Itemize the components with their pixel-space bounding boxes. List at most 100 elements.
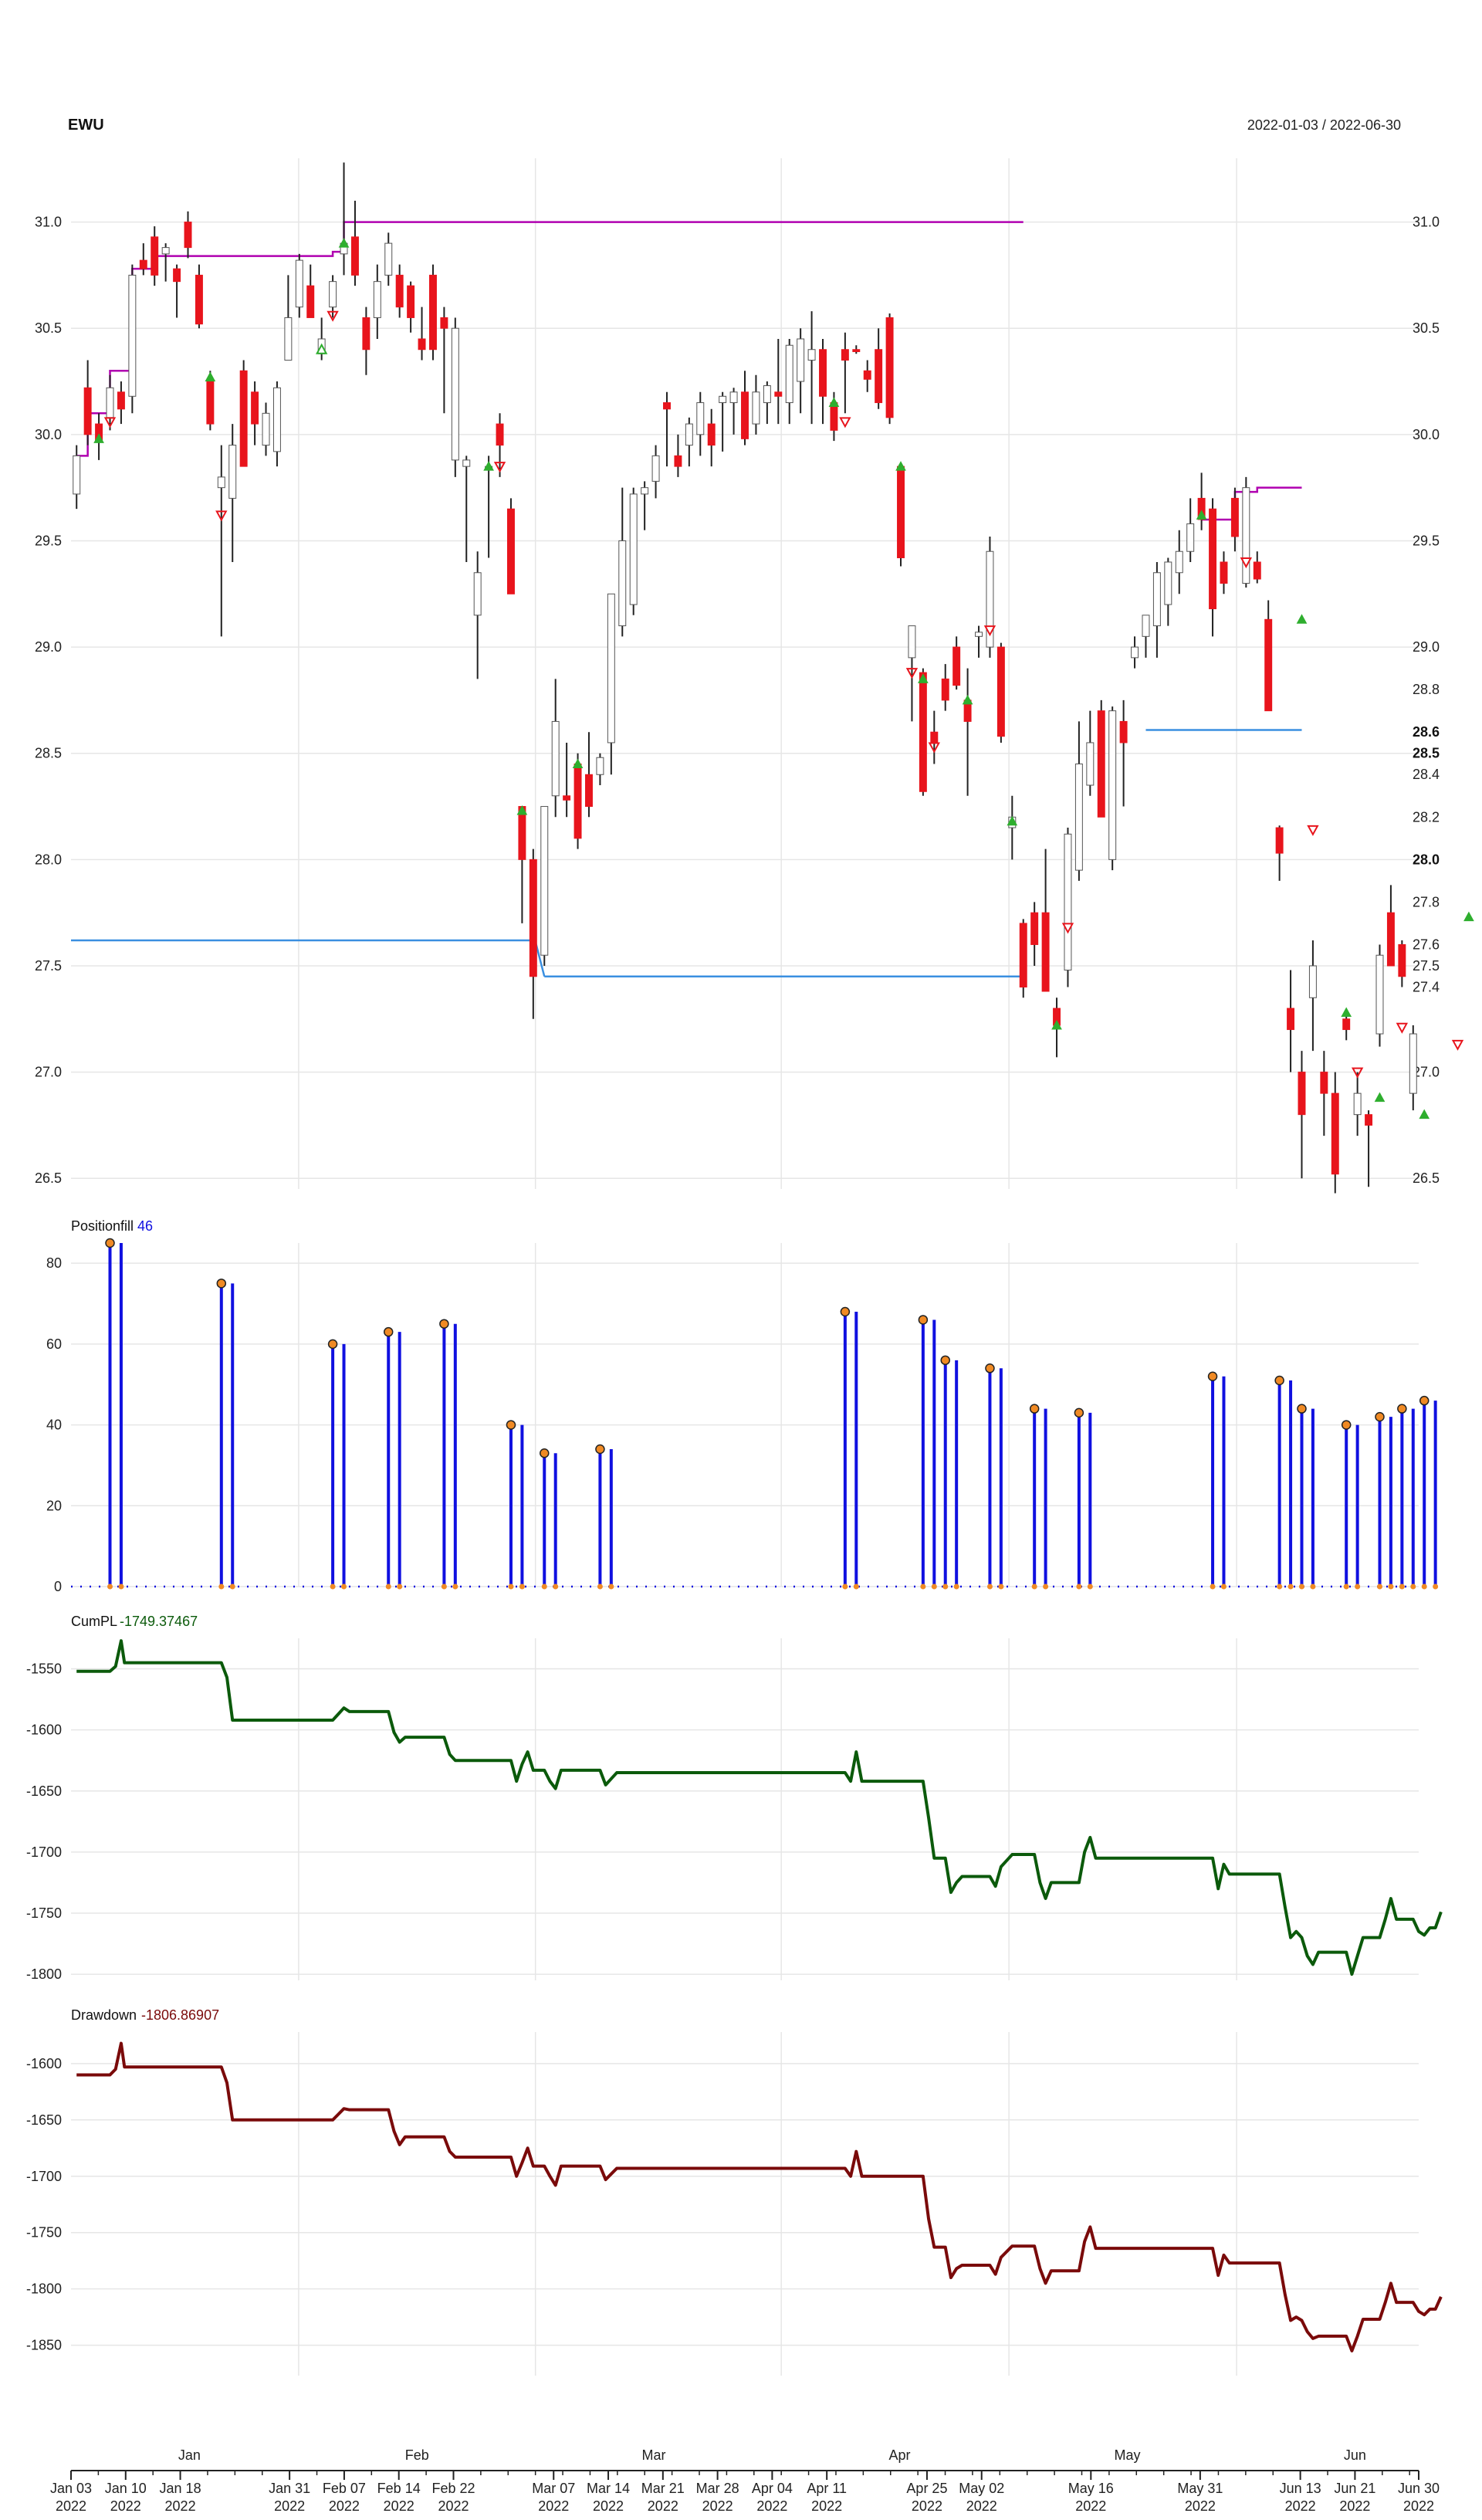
x-tick-label: Feb 22 — [431, 2481, 475, 2496]
positionfill-title: Positionfill — [71, 1218, 134, 1234]
trail-stop-line — [76, 221, 1024, 457]
price-tick-right: 29.0 — [1413, 639, 1440, 655]
x-tick-label: Mar 21 — [641, 2481, 685, 2496]
price-tick-left: 31.0 — [35, 215, 62, 230]
positionfill-dot — [1341, 1420, 1352, 1430]
x-tick-year: 2022 — [912, 2498, 942, 2514]
cumpl-tick: -1750 — [26, 1905, 62, 1921]
candle — [1086, 710, 1095, 796]
candle — [641, 481, 649, 530]
candle — [1131, 636, 1139, 669]
candle — [306, 264, 315, 318]
buy-marker — [1374, 1092, 1386, 1102]
candle-body — [128, 274, 137, 397]
candle-body — [1242, 487, 1250, 584]
candle-body — [1030, 912, 1039, 945]
candle — [975, 625, 983, 658]
candle-body — [1175, 550, 1183, 574]
price-tick-right: 26.5 — [1413, 1170, 1440, 1186]
candle-body — [996, 646, 1005, 737]
candle — [329, 275, 337, 318]
price-tick-right: 31.0 — [1413, 215, 1440, 230]
positionfill-base-dot — [853, 1583, 859, 1590]
candle-body — [1119, 720, 1128, 743]
candle — [875, 328, 883, 409]
x-tick-year: 2022 — [1075, 2498, 1106, 2514]
candle — [384, 232, 393, 286]
positionfill-base-dot — [541, 1583, 547, 1590]
x-tick-label: Jan 03 — [50, 2481, 92, 2496]
candle — [139, 243, 147, 276]
candle — [1152, 561, 1161, 658]
candle-body — [1320, 1072, 1328, 1094]
candle-body — [1152, 572, 1161, 627]
positionfill-base-dot — [1087, 1583, 1093, 1590]
positionfill-panel: Positionfill 46 0 20 40 60 80 — [46, 1218, 1439, 1594]
candle-body — [1353, 1092, 1362, 1116]
cumpl-tick: -1800 — [26, 1966, 62, 1982]
candle-body — [1365, 1114, 1373, 1126]
drawdown-value: -1806.86907 — [141, 2007, 219, 2023]
sell-marker — [1240, 557, 1253, 569]
x-tick-year: 2022 — [438, 2498, 469, 2514]
candle-body — [83, 387, 92, 435]
candle — [272, 381, 281, 467]
buy-marker-open — [315, 343, 328, 354]
candle-body — [941, 678, 949, 701]
positionfill-tick: 20 — [46, 1498, 62, 1513]
positionfill-base-dot — [1220, 1583, 1227, 1590]
candle — [407, 281, 415, 333]
candle-body — [1398, 943, 1406, 977]
price-tick-left: 26.5 — [35, 1170, 62, 1186]
candle — [986, 536, 994, 658]
drawdown-tick: -1650 — [26, 2112, 62, 2128]
positionfill-tick: 0 — [54, 1579, 62, 1594]
price-tick-right: 28.4 — [1413, 767, 1440, 782]
candle — [797, 328, 805, 414]
candle-body — [785, 344, 793, 404]
candle-body — [885, 317, 894, 418]
candle-body — [819, 349, 827, 397]
candle — [629, 487, 638, 615]
candle-body — [428, 274, 437, 351]
candle — [707, 408, 716, 467]
x-tick-label: Jan 31 — [269, 2481, 310, 2496]
positionfill-base-dot — [986, 1583, 993, 1590]
positionfill-base-dot — [1433, 1583, 1439, 1590]
price-tick-right: 28.0 — [1413, 852, 1440, 867]
candle-body — [719, 395, 727, 404]
month-label: May — [1114, 2447, 1140, 2463]
candle-body — [462, 459, 471, 467]
positionfill-dot — [105, 1238, 115, 1248]
candle-body — [897, 466, 905, 558]
candle-body — [407, 285, 415, 318]
positionfill-base-dot — [330, 1583, 336, 1590]
candle — [195, 264, 203, 329]
x-tick-year: 2022 — [274, 2498, 305, 2514]
price-tick-right: 30.0 — [1413, 427, 1440, 442]
candle-body — [1197, 497, 1206, 520]
candle-body — [151, 236, 159, 276]
positionfill-dot — [1375, 1411, 1385, 1422]
candle-body — [952, 646, 961, 686]
candle-body — [139, 259, 147, 269]
price-tick-right: 27.0 — [1413, 1065, 1440, 1080]
sell-marker — [1451, 1039, 1464, 1051]
candle-body — [350, 236, 359, 276]
month-label: Jan — [178, 2447, 201, 2463]
candle — [1041, 848, 1050, 992]
positionfill-base-dot — [1210, 1583, 1216, 1590]
candle — [1030, 902, 1039, 966]
sell-marker — [215, 510, 228, 522]
positionfill-base-dot — [920, 1583, 926, 1590]
buy-marker — [338, 238, 350, 248]
candle-body — [161, 247, 170, 255]
positionfill-base-dot — [107, 1583, 113, 1590]
candle — [83, 360, 92, 445]
candle-body — [875, 349, 883, 404]
x-tick-label: Jun 21 — [1334, 2481, 1375, 2496]
positionfill-dot — [540, 1448, 550, 1458]
price-tick-right: 29.5 — [1413, 533, 1440, 548]
candle — [1175, 530, 1183, 594]
